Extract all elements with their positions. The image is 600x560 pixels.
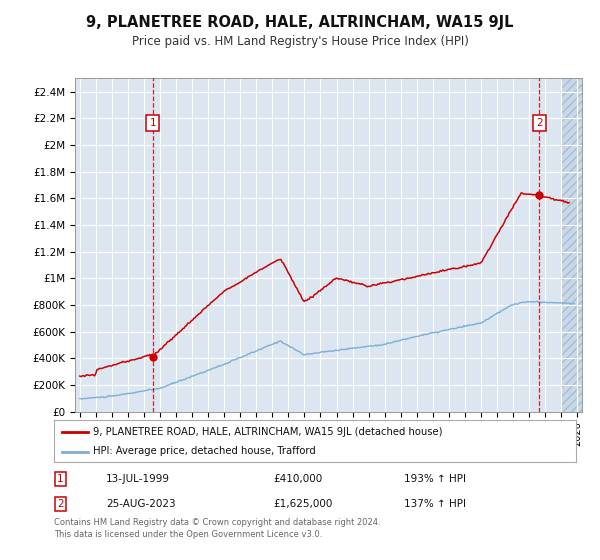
Text: 1: 1	[149, 118, 156, 128]
Text: 2: 2	[57, 499, 64, 509]
Text: HPI: Average price, detached house, Trafford: HPI: Average price, detached house, Traf…	[93, 446, 316, 456]
Text: £1,625,000: £1,625,000	[273, 499, 332, 509]
Text: 2: 2	[536, 118, 543, 128]
Text: £410,000: £410,000	[273, 474, 322, 484]
Text: Price paid vs. HM Land Registry's House Price Index (HPI): Price paid vs. HM Land Registry's House …	[131, 35, 469, 48]
Text: 13-JUL-1999: 13-JUL-1999	[106, 474, 170, 484]
Text: 9, PLANETREE ROAD, HALE, ALTRINCHAM, WA15 9JL (detached house): 9, PLANETREE ROAD, HALE, ALTRINCHAM, WA1…	[93, 427, 443, 437]
Text: 9, PLANETREE ROAD, HALE, ALTRINCHAM, WA15 9JL: 9, PLANETREE ROAD, HALE, ALTRINCHAM, WA1…	[86, 15, 514, 30]
Text: Contains HM Land Registry data © Crown copyright and database right 2024.: Contains HM Land Registry data © Crown c…	[54, 518, 380, 527]
Bar	[561, 78, 593, 412]
Text: 137% ↑ HPI: 137% ↑ HPI	[404, 499, 466, 509]
Bar	[561, 78, 593, 412]
Text: This data is licensed under the Open Government Licence v3.0.: This data is licensed under the Open Gov…	[54, 530, 322, 539]
Text: 193% ↑ HPI: 193% ↑ HPI	[404, 474, 466, 484]
Text: 1: 1	[57, 474, 64, 484]
Text: 25-AUG-2023: 25-AUG-2023	[106, 499, 176, 509]
